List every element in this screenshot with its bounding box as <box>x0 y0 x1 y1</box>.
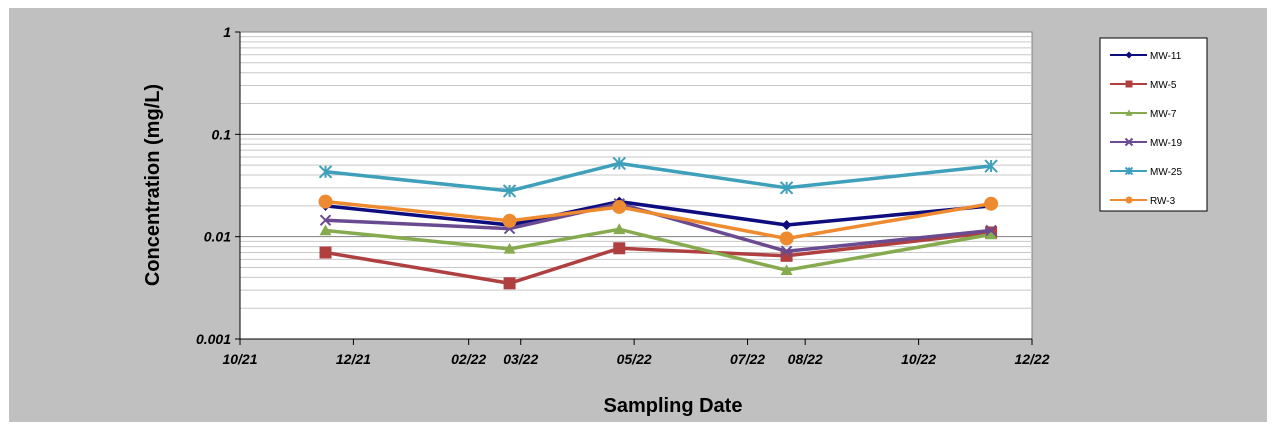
data-point <box>319 224 332 236</box>
x-tick-label: 08/22 <box>788 351 823 367</box>
x-tick-label: 05/22 <box>617 351 652 367</box>
legend-label: MW-5 <box>1150 80 1177 91</box>
data-point <box>613 223 626 235</box>
data-point <box>319 214 332 226</box>
x-tick-label: 10/21 <box>222 351 257 367</box>
data-point <box>613 242 626 255</box>
line-chart: 0.001 0.01 0.1 1 10/21 12/21 02/22 03/22 05/22 07… <box>142 24 1208 417</box>
y-tick-label: 0.1 <box>212 126 232 142</box>
data-point <box>779 181 794 195</box>
plot-area <box>239 31 1033 340</box>
data-point-stroke <box>985 224 997 237</box>
data-point <box>1124 137 1134 147</box>
data-point <box>503 242 516 254</box>
y-axis-title: Concentration (mg/L) <box>142 84 164 286</box>
legend-label: MW-7 <box>1150 109 1177 120</box>
series-mw-25 <box>318 156 998 198</box>
data-point <box>1125 196 1133 204</box>
legend-box <box>1099 37 1208 212</box>
data-point <box>780 249 793 262</box>
x-tick-label: 02/22 <box>451 351 486 367</box>
legend-item: MW-7 <box>1110 109 1177 120</box>
y-tick-label: 0.001 <box>196 331 231 347</box>
legend-label: MW-25 <box>1150 167 1182 178</box>
data-point <box>502 184 517 198</box>
chart-area: 0.001 0.01 0.1 1 10/21 12/21 02/22 03/22 05/22 07… <box>9 8 1267 422</box>
data-point-stroke <box>780 245 793 257</box>
axes: 0.001 0.01 0.1 1 10/21 12/21 02/22 03/22 05/22 07… <box>196 24 1050 367</box>
data-point <box>612 156 626 171</box>
legend-item: MW-19 <box>1110 137 1182 149</box>
data-point <box>780 264 793 276</box>
legend-label: MW-19 <box>1150 138 1182 149</box>
y-tick-label: 1 <box>223 24 231 40</box>
x-tick-label: 12/21 <box>336 351 371 367</box>
x-tick-label: 12/22 <box>1014 351 1049 367</box>
data-point <box>984 196 999 211</box>
legend-item: MW-25 <box>1110 166 1182 178</box>
legend-item: MW-11 <box>1110 51 1182 62</box>
data-point <box>985 224 997 237</box>
data-point <box>1124 166 1134 176</box>
x-tick-label: 10/22 <box>901 351 936 367</box>
x-tick-label: 07/22 <box>730 351 765 367</box>
data-point <box>985 228 998 240</box>
data-point <box>502 213 517 228</box>
data-point <box>1125 80 1133 88</box>
data-point <box>1125 109 1133 116</box>
legend-label: MW-11 <box>1150 51 1182 62</box>
series-mw-5 <box>319 226 998 290</box>
data-point <box>319 246 332 259</box>
data-point <box>318 165 333 179</box>
y-tick-label: 0.01 <box>204 229 231 245</box>
legend: MW-11 MW-5 MW-7 MW-19 MW-25 RW-3 <box>1099 37 1208 212</box>
legend-item: MW-5 <box>1110 80 1177 91</box>
data-point <box>984 159 998 173</box>
data-point <box>779 231 794 246</box>
data-point-stroke <box>319 214 332 226</box>
legend-item: RW-3 <box>1110 196 1176 207</box>
x-axis-title: Sampling Date <box>604 395 743 417</box>
data-point <box>318 194 333 209</box>
data-point-stroke <box>1124 137 1134 147</box>
series-mw-7 <box>319 223 998 276</box>
data-point <box>1125 51 1133 59</box>
data-point <box>781 220 792 231</box>
x-tick-label: 03/22 <box>503 351 538 367</box>
data-point <box>780 245 793 257</box>
series-rw-3 <box>318 194 999 246</box>
series-lines <box>318 156 999 290</box>
data-point <box>612 199 627 214</box>
data-point <box>503 277 516 290</box>
legend-label: RW-3 <box>1150 196 1176 207</box>
